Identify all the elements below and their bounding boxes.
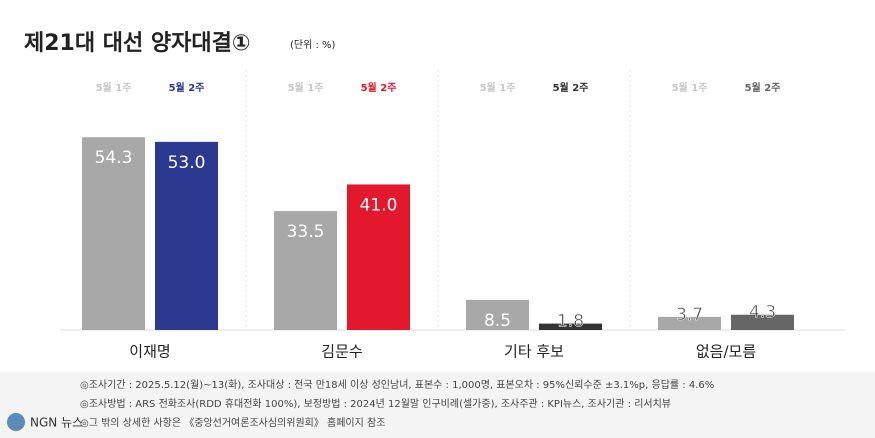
notes-box — [0, 372, 875, 438]
x-tick-label: 없음/모름 — [696, 343, 756, 361]
value-label: 8.5 — [484, 311, 511, 331]
series-label: 5월 2주 — [169, 82, 205, 94]
series-label: 5월 2주 — [745, 82, 781, 94]
logo — [7, 413, 25, 431]
value-label: 33.5 — [287, 222, 325, 242]
series-label: 5월 2주 — [361, 82, 397, 94]
bar — [274, 211, 337, 330]
bar — [539, 323, 602, 330]
x-tick-label: 김문수 — [321, 343, 362, 361]
note: ◎조사기간 : 2025.5.12(월)~13(화), 조사대상 : 전국 만1… — [80, 379, 714, 391]
note: ◎그 밖의 상세한 사항은 《중앙선거여론조사심의위원회》 홈페이지 참조 — [80, 416, 385, 429]
bar — [466, 299, 529, 330]
bar — [658, 316, 721, 330]
series-label: 5월 1주 — [672, 82, 708, 94]
value-label: 4.3 — [749, 303, 776, 323]
bar — [155, 141, 218, 330]
value-label: 54.3 — [95, 148, 133, 168]
bar — [82, 137, 145, 330]
value-label: 41.0 — [360, 195, 398, 215]
bar — [731, 314, 794, 330]
value-label: 53.0 — [168, 153, 206, 173]
watermark: NGN 뉴스 — [30, 416, 83, 430]
x-tick-label: 이재명 — [129, 343, 170, 361]
series-label: 5월 1주 — [480, 82, 516, 94]
note: ◎조사방법 : ARS 전화조사(RDD 휴대전화 100%), 보정방법 : … — [80, 398, 671, 410]
series-label: 5월 1주 — [288, 82, 324, 94]
bar — [347, 184, 410, 330]
series-label: 5월 1주 — [96, 82, 132, 94]
x-tick-label: 기타 후보 — [504, 343, 564, 361]
chart-title: 제21대 대선 양자대결① — [24, 31, 250, 56]
chart-subtitle: (단위 : %) — [290, 38, 336, 51]
value-label: 3.7 — [676, 305, 703, 325]
value-label: 1.8 — [557, 312, 584, 332]
series-label: 5월 2주 — [553, 82, 589, 94]
